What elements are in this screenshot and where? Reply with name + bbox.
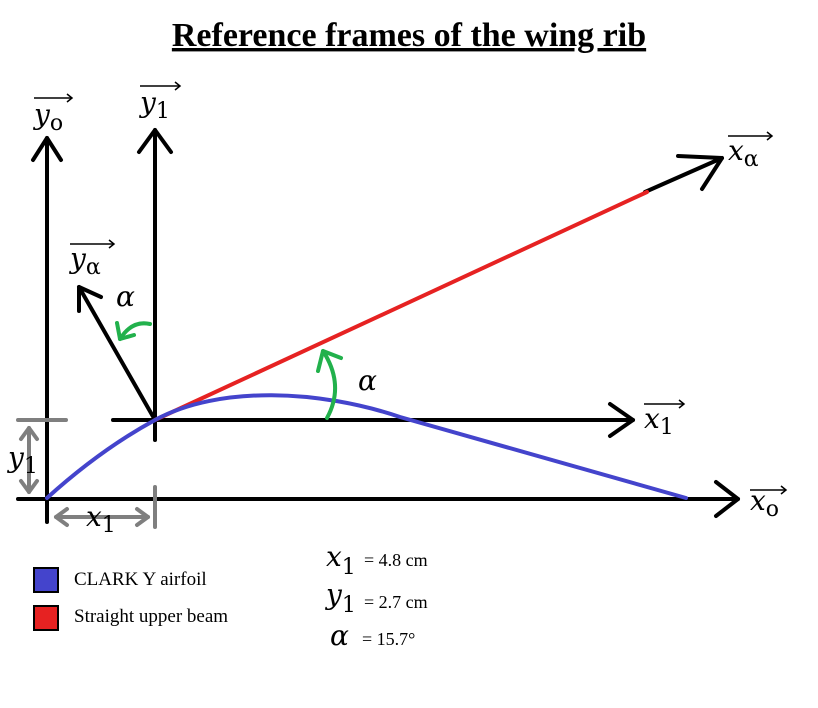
alpha-angle-arrowhead-large [316, 349, 343, 373]
y1-vector-bar-head [174, 81, 182, 91]
y1-dimension-label: y1 [6, 441, 38, 479]
legend-swatch-beam [33, 605, 59, 631]
alpha-angle-arrow-large [321, 349, 338, 420]
yalpha-axis-line [77, 285, 157, 422]
yalpha-axis-arrowhead [77, 285, 103, 313]
xalpha-axis-tip [643, 156, 724, 194]
legend: CLARK Y airfoil Straight upper beam [33, 567, 228, 631]
xo-vector-bar-head [780, 485, 788, 495]
yo-vector-bar-head [66, 93, 74, 103]
value-y1-text: = 2.7 cm [364, 592, 428, 612]
clark-y-airfoil-curve [45, 393, 688, 500]
x1-dimension-arrow-left [54, 507, 69, 527]
axes [16, 128, 740, 524]
alpha-angle-arrow-small [118, 321, 152, 341]
value-x1-text: = 4.8 cm [364, 550, 428, 570]
legend-label-beam: Straight upper beam [74, 606, 228, 627]
angle-arrows [115, 321, 343, 420]
legend-swatch-airfoil [33, 567, 59, 593]
xo-axis-arrowhead [714, 480, 740, 518]
yo-axis-arrowhead [31, 136, 63, 162]
value-alpha-symbol: α [330, 619, 349, 652]
x1-axis-label: x1 [644, 402, 674, 440]
yalpha-axis-label: yα [68, 242, 101, 280]
x1-dimension-label: x1 [86, 500, 116, 538]
values: x1 = 4.8 cm y1 = 2.7 cm α = 15.7° [324, 540, 428, 652]
legend-label-airfoil: CLARK Y airfoil [74, 569, 207, 590]
y1-dimension-arrow-up [19, 426, 39, 441]
value-x1-symbol: x1 [326, 540, 356, 580]
alpha-angle-label-large: α [358, 364, 377, 397]
xalpha-vector-bar-head [766, 131, 774, 141]
alpha-angle-arrowhead-small [115, 321, 136, 341]
x1-vector-bar-head [678, 399, 686, 409]
y1-axis-label: y1 [138, 86, 170, 124]
page-title: Reference frames of the wing rib [172, 17, 646, 54]
y1-axis-arrowhead [137, 128, 173, 154]
yalpha-vector-bar-head [108, 239, 116, 249]
yo-axis-label: yo [32, 98, 63, 136]
y1-dimension-arrow-down [19, 479, 39, 494]
x1-axis-arrowhead [608, 402, 635, 438]
xalpha-axis-arrowhead [676, 154, 724, 191]
dimension-markers [16, 418, 157, 529]
straight-upper-beam [153, 190, 649, 422]
alpha-angle-label-small: α [116, 280, 135, 313]
axis-labels [34, 81, 788, 495]
value-y1-symbol: y1 [324, 578, 356, 618]
value-alpha-text: = 15.7° [362, 629, 415, 649]
xo-axis-label: xo [750, 484, 779, 522]
x1-dimension-arrow-right [135, 507, 150, 527]
xalpha-axis-label: xα [728, 134, 759, 172]
